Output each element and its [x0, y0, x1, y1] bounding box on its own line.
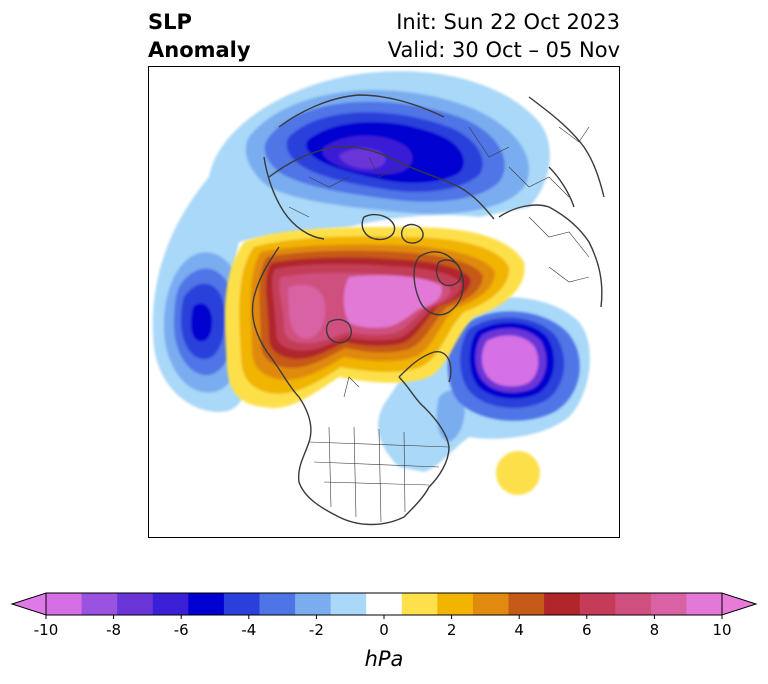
map-canvas	[152, 71, 605, 526]
colorbar-tick-label: 6	[582, 621, 592, 639]
colorbar-swatch	[437, 593, 474, 615]
init-date: Init: Sun 22 Oct 2023	[396, 10, 620, 34]
colorbar-tick-label: -6	[174, 621, 189, 639]
colorbar-swatch	[330, 593, 367, 615]
low-europe	[245, 90, 529, 214]
borders	[288, 126, 590, 523]
colorbar-swatch	[366, 593, 403, 615]
colorbar-swatch	[188, 593, 225, 615]
title-line-2: Anomaly	[148, 38, 251, 62]
colorbar-swatch	[686, 593, 723, 615]
colorbar-swatch	[615, 593, 652, 615]
colorbar-tick-label: 10	[712, 621, 731, 639]
date-info: Init: Sun 22 Oct 2023 Valid: 30 Oct – 05…	[388, 8, 620, 64]
colorbar-tick-label: 8	[650, 621, 660, 639]
colorbar-tick-label: 2	[447, 621, 457, 639]
valid-range: Valid: 30 Oct – 05 Nov	[387, 38, 620, 62]
colorbar-over-arrow	[721, 592, 758, 616]
colorbar-swatch	[650, 593, 687, 615]
low-pacific	[164, 252, 246, 393]
colorbar-swatch	[152, 593, 189, 615]
coastlines	[251, 94, 605, 526]
colorbar-swatch	[508, 593, 545, 615]
colorbar-tick-label: -4	[241, 621, 256, 639]
colorbar-tick-label: -8	[106, 621, 121, 639]
colorbar-swatch	[259, 593, 296, 615]
colorbar-unit-label: hPa	[364, 647, 404, 671]
colorbar-swatch	[81, 593, 118, 615]
colorbar-swatch	[223, 593, 260, 615]
colorbar-tick-label: -2	[309, 621, 324, 639]
low-atlantic	[447, 311, 580, 421]
high-arctic	[224, 227, 525, 408]
title-line-1: SLP	[148, 10, 192, 34]
colorbar-swatch	[117, 593, 154, 615]
colorbar-tick-label: 4	[514, 621, 524, 639]
colorbar: -10 -8 -6 -4 -2 0 2 4 6 8 10	[10, 592, 758, 639]
colorbar-swatch	[544, 593, 581, 615]
high-blob-atlantic	[496, 451, 540, 495]
colorbar-swatch	[401, 593, 438, 615]
map-title: SLP Anomaly	[148, 8, 251, 64]
colorbar-tick-label: -10	[34, 621, 59, 639]
colorbar-tick-label: 0	[379, 621, 389, 639]
colorbar-swatch	[46, 593, 83, 615]
colorbar-swatch	[579, 593, 616, 615]
colorbar-under-arrow	[10, 592, 47, 616]
anomaly-map	[148, 66, 620, 538]
colorbar-swatch	[295, 593, 332, 615]
colorbar-swatch	[472, 593, 510, 615]
